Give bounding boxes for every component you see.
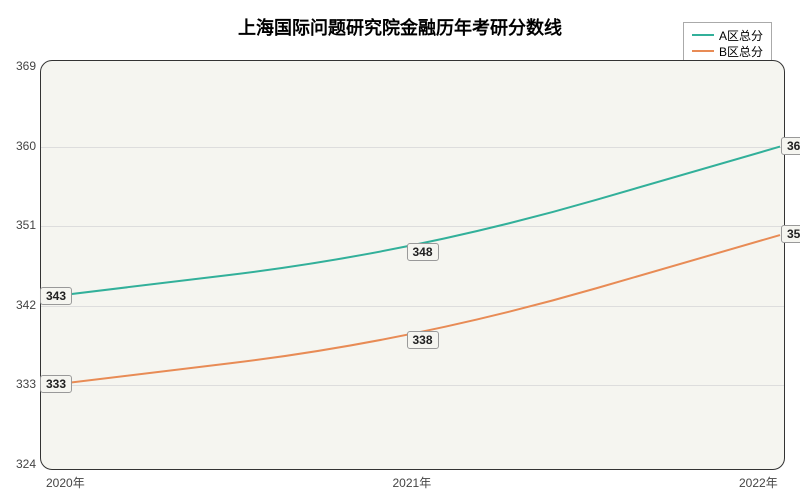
x-tick-label: 2021年 xyxy=(393,474,432,491)
legend-item-b: B区总分 xyxy=(692,43,763,59)
data-label: 348 xyxy=(406,243,438,261)
x-tick-label: 2020年 xyxy=(46,474,85,491)
y-tick-label: 324 xyxy=(4,457,36,471)
legend-item-a: A区总分 xyxy=(692,27,763,43)
legend: A区总分 B区总分 xyxy=(683,22,772,64)
y-tick-label: 351 xyxy=(4,218,36,232)
legend-label-a: A区总分 xyxy=(719,27,763,44)
legend-swatch-b xyxy=(692,50,714,52)
chart-title: 上海国际问题研究院金融历年考研分数线 xyxy=(0,14,800,40)
plot-area xyxy=(40,60,785,470)
data-label: 360 xyxy=(781,137,800,155)
series-line-0 xyxy=(47,147,780,297)
x-tick-label: 2022年 xyxy=(739,474,778,491)
data-label: 333 xyxy=(40,375,72,393)
data-label: 350 xyxy=(781,225,800,243)
legend-label-b: B区总分 xyxy=(719,43,763,60)
line-chart: 上海国际问题研究院金融历年考研分数线 A区总分 B区总分 324 333 342 35… xyxy=(0,0,800,500)
y-tick-label: 333 xyxy=(4,377,36,391)
y-tick-label: 342 xyxy=(4,298,36,312)
data-label: 338 xyxy=(406,331,438,349)
data-label: 343 xyxy=(40,287,72,305)
y-tick-label: 360 xyxy=(4,139,36,153)
chart-svg xyxy=(41,61,784,469)
legend-swatch-a xyxy=(692,34,714,36)
y-tick-label: 369 xyxy=(4,59,36,73)
